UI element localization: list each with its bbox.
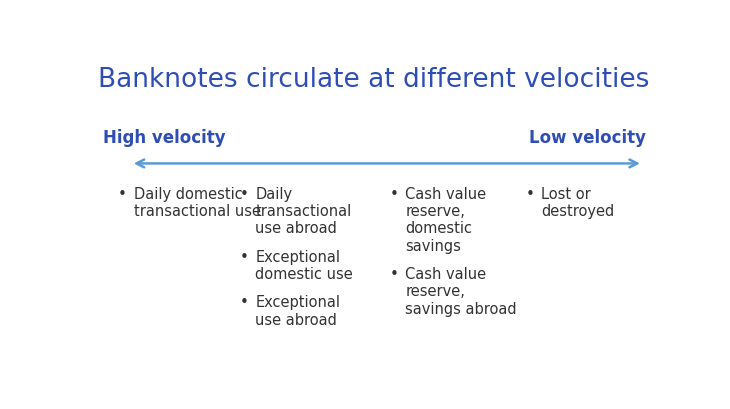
Text: Banknotes circulate at different velocities: Banknotes circulate at different velocit… — [99, 66, 650, 92]
Text: domestic: domestic — [405, 221, 472, 236]
Text: •: • — [239, 249, 248, 264]
Text: Exceptional: Exceptional — [255, 249, 340, 264]
Text: reserve,: reserve, — [405, 284, 465, 299]
Text: reserve,: reserve, — [405, 203, 465, 218]
Text: •: • — [526, 186, 534, 201]
Text: •: • — [390, 266, 399, 281]
Text: High velocity: High velocity — [102, 128, 225, 146]
Text: •: • — [390, 186, 399, 201]
Text: destroyed: destroyed — [541, 203, 614, 218]
Text: use abroad: use abroad — [255, 221, 337, 236]
Text: Daily: Daily — [255, 186, 293, 201]
Text: Lost or: Lost or — [541, 186, 591, 201]
Text: •: • — [239, 295, 248, 310]
Text: •: • — [239, 186, 248, 201]
Text: savings: savings — [405, 238, 461, 253]
Text: savings abroad: savings abroad — [405, 301, 517, 316]
Text: Exceptional: Exceptional — [255, 295, 340, 310]
Text: Cash value: Cash value — [405, 266, 486, 281]
Text: Daily domestic: Daily domestic — [134, 186, 242, 201]
Text: •: • — [118, 186, 127, 201]
Text: Cash value: Cash value — [405, 186, 486, 201]
Text: transactional: transactional — [255, 203, 352, 218]
Text: Low velocity: Low velocity — [529, 128, 645, 146]
Text: transactional use: transactional use — [134, 203, 261, 218]
Text: use abroad: use abroad — [255, 312, 337, 327]
Text: domestic use: domestic use — [255, 266, 353, 281]
